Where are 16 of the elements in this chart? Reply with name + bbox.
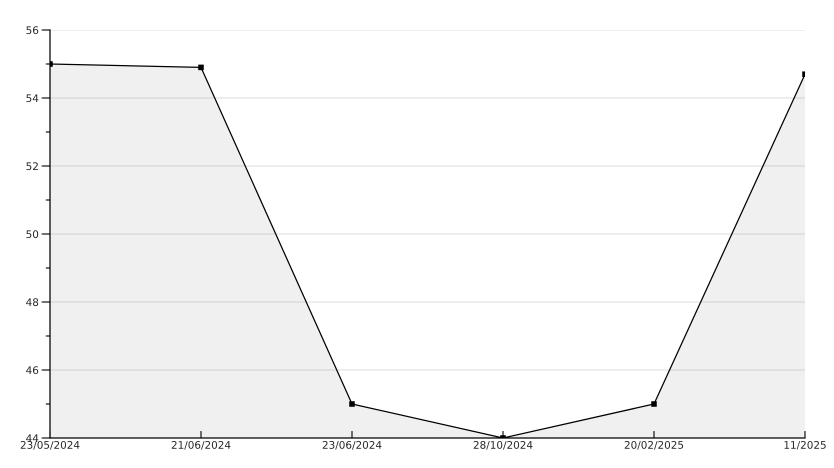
y-tick-label: 48 (26, 298, 38, 306)
y-tick-label: 54 (26, 94, 38, 102)
y-tick-label: 52 (26, 162, 38, 170)
point (349, 401, 355, 407)
x-tick-label: 23/06/2024 (322, 440, 382, 450)
x-tick-label: 11/2025 (784, 440, 826, 450)
point (651, 401, 657, 407)
point (198, 64, 204, 70)
x-tick-label: 23/05/2024 (20, 440, 80, 450)
y-tick-label: 46 (26, 366, 38, 374)
x-tick-label: 28/10/2024 (474, 440, 532, 450)
x-tick-label: 20/02/2025 (624, 440, 684, 450)
y-tick-label: 56 (26, 26, 38, 34)
y-tick-label: 44 (26, 434, 38, 442)
x-tick-label: 21/06/2024 (172, 440, 230, 450)
y-tick-label: 50 (26, 230, 38, 238)
